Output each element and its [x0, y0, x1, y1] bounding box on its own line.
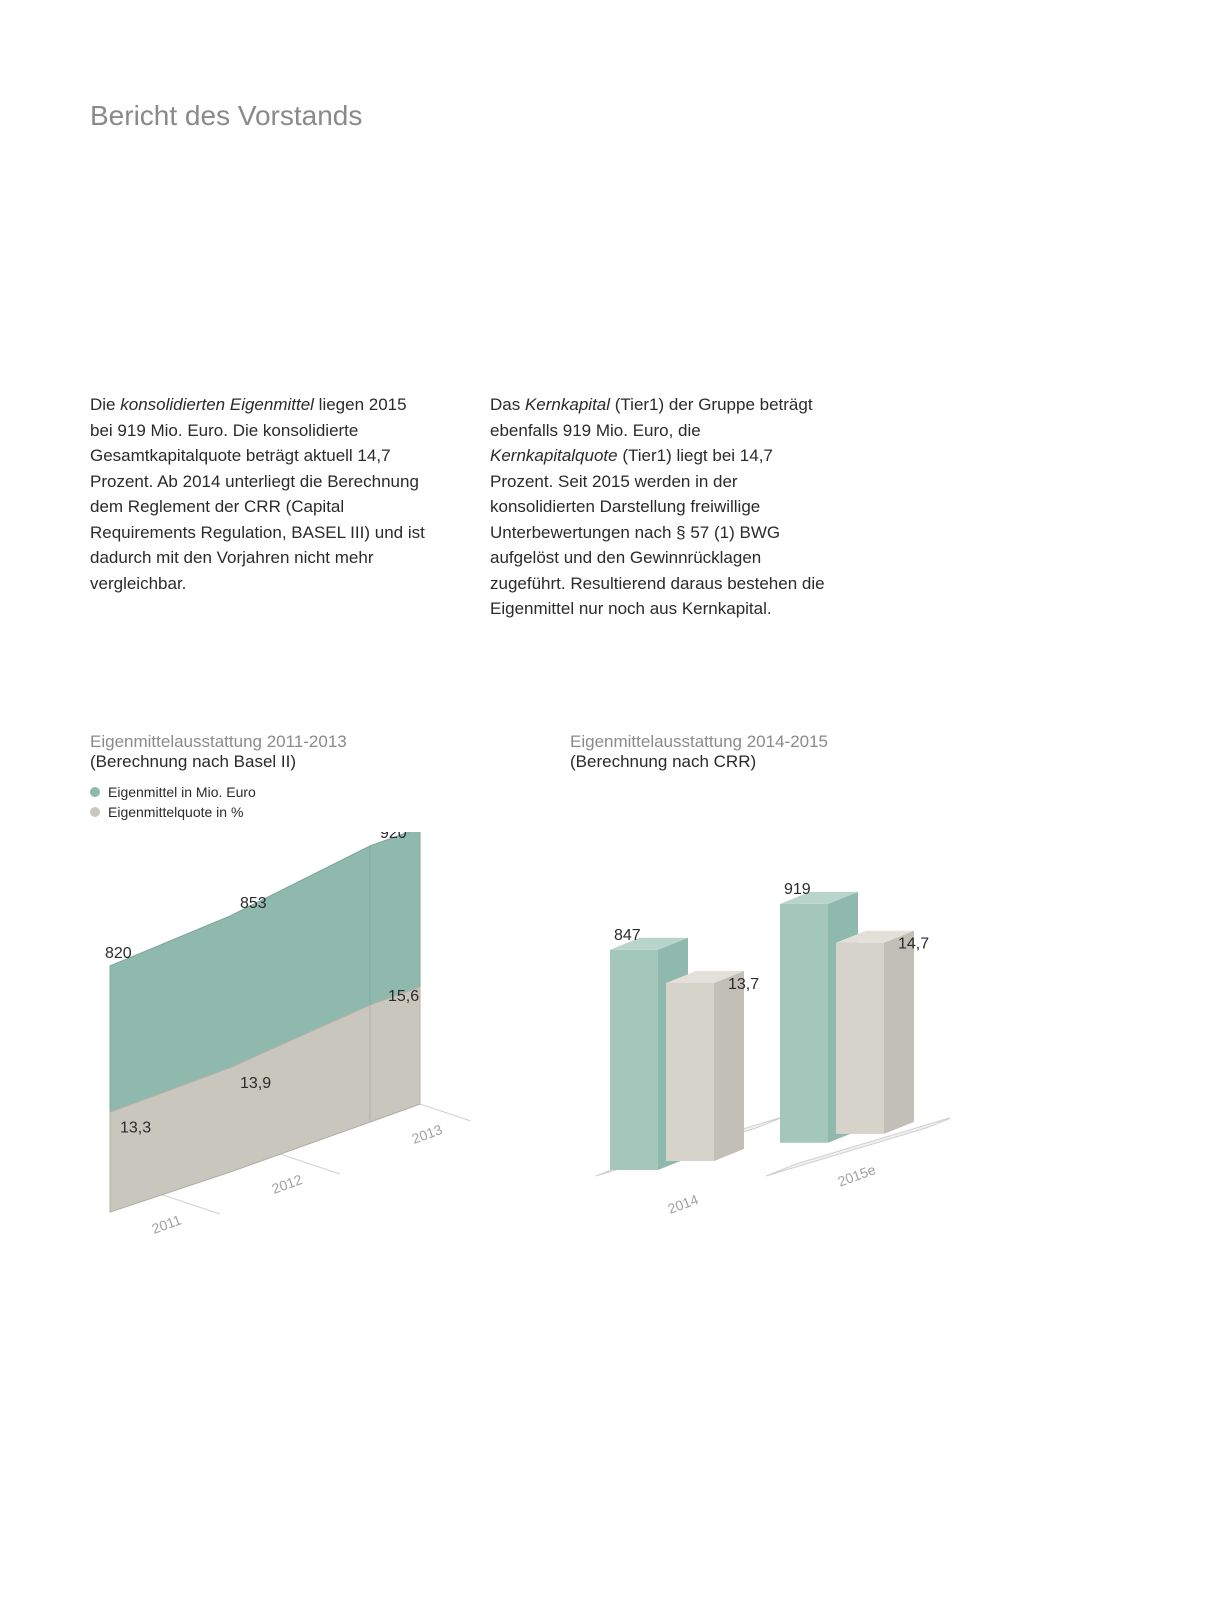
- svg-text:13,3: 13,3: [120, 1119, 151, 1136]
- body-columns: Die konsolidierten Eigenmittel liegen 20…: [90, 392, 1118, 622]
- legend-label-quote: Eigenmittelquote in %: [108, 804, 243, 820]
- svg-text:14,7: 14,7: [898, 935, 929, 952]
- page-title: Bericht des Vorstands: [90, 100, 1118, 132]
- svg-text:2015e: 2015e: [836, 1161, 878, 1189]
- svg-text:13,9: 13,9: [240, 1074, 271, 1091]
- chart-right-subtitle: (Berechnung nach CRR): [570, 752, 950, 772]
- svg-text:2012: 2012: [270, 1171, 305, 1197]
- legend-item-quote: Eigenmittelquote in %: [90, 804, 470, 820]
- svg-text:15,6: 15,6: [388, 988, 419, 1005]
- legend-dot-eigenmittel: [90, 787, 100, 797]
- chart-right-title: Eigenmittelausstattung 2014-2015: [570, 732, 950, 752]
- legend-dot-quote: [90, 807, 100, 817]
- chart-legend: Eigenmittel in Mio. Euro Eigenmittelquot…: [90, 784, 470, 820]
- svg-text:820: 820: [105, 945, 132, 962]
- svg-text:2013: 2013: [410, 1121, 445, 1147]
- svg-text:920: 920: [380, 832, 407, 842]
- body-col-1: Die konsolidierten Eigenmittel liegen 20…: [90, 392, 430, 622]
- svg-text:853: 853: [240, 895, 267, 912]
- svg-text:2011: 2011: [150, 1211, 184, 1236]
- body-col-2-em2: Kernkapitalquote: [490, 446, 618, 465]
- svg-text:919: 919: [784, 880, 811, 897]
- svg-text:847: 847: [614, 926, 641, 943]
- chart-left-title: Eigenmittelausstattung 2011-2013: [90, 732, 470, 752]
- body-col-2: Das Kernkapital (Tier1) der Gruppe beträ…: [490, 392, 830, 622]
- chart-right: Eigenmittelausstattung 2014-2015 (Berech…: [570, 732, 950, 1260]
- legend-item-eigenmittel: Eigenmittel in Mio. Euro: [90, 784, 470, 800]
- legend-label-eigenmittel: Eigenmittel in Mio. Euro: [108, 784, 256, 800]
- svg-text:13,7: 13,7: [728, 975, 759, 992]
- chart-left-subtitle: (Berechnung nach Basel II): [90, 752, 470, 772]
- chart-right-canvas: 847 13,7 2014 919 14,7 2015e: [570, 840, 950, 1260]
- body-col-2-em1: Kernkapital: [525, 395, 610, 414]
- charts-row: Eigenmittelausstattung 2011-2013 (Berech…: [90, 732, 1118, 1260]
- svg-text:2014: 2014: [666, 1191, 701, 1217]
- chart-left-canvas: 820 853 920 13,3 13,9 15,6 2011 2012 2013: [90, 832, 470, 1252]
- body-col-1-em: konsolidierten Eigenmittel: [120, 395, 314, 414]
- chart-left: Eigenmittelausstattung 2011-2013 (Berech…: [90, 732, 470, 1260]
